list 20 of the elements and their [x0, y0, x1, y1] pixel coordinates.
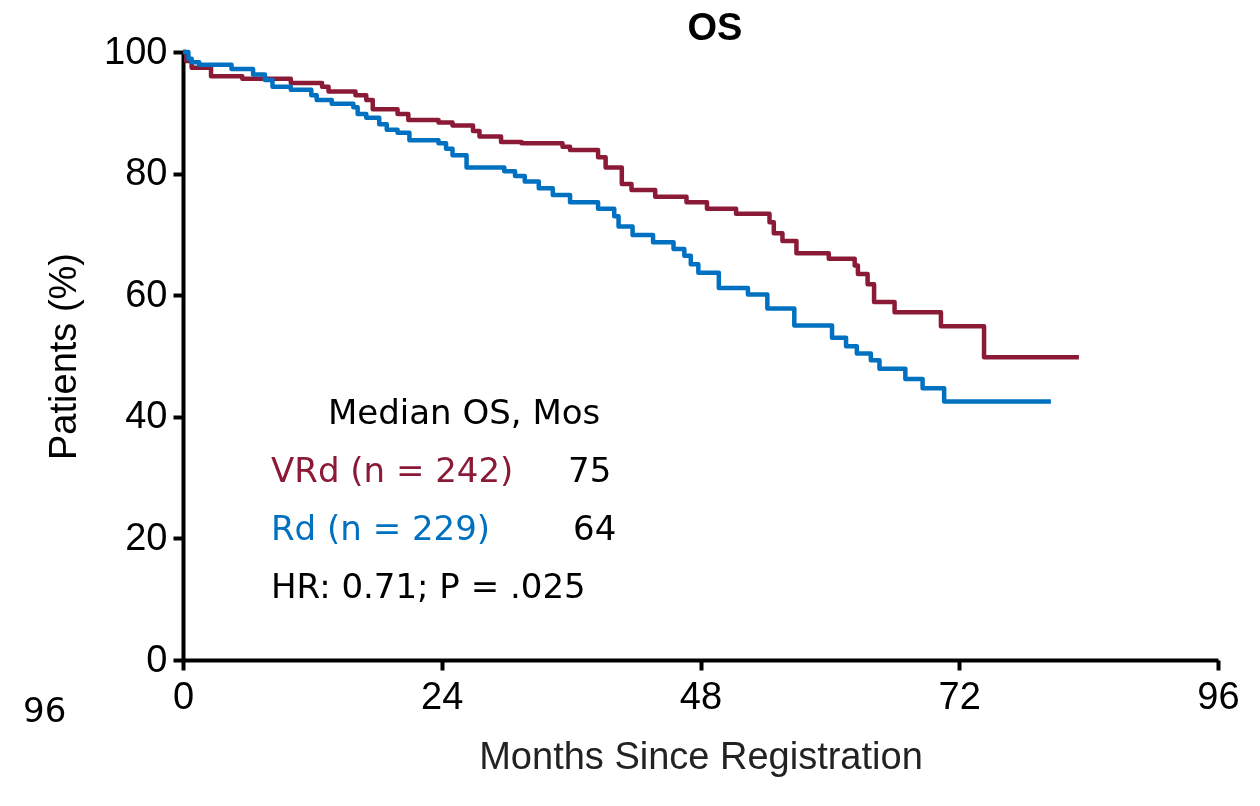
x-tick-label: 0: [172, 674, 195, 717]
y-tick-label: 60: [125, 272, 168, 315]
x-tick-label: 72: [938, 674, 981, 717]
y-tick-label: 0: [146, 637, 168, 680]
chart-title: OS: [687, 6, 743, 48]
x-tick-label: 48: [679, 674, 723, 717]
annotation: HR: 0.71; P = .025: [271, 566, 586, 606]
y-tick-label: 20: [125, 515, 168, 558]
y-tick-label: 100: [104, 29, 168, 72]
y-tick-label: 80: [125, 151, 168, 194]
annotation: 75: [568, 450, 612, 490]
y-tick-label: 40: [125, 394, 168, 437]
y-axis-title: Patients (%): [42, 253, 85, 460]
x-axis-title: Months Since Registration: [479, 734, 923, 777]
x-tick-label: 24: [421, 674, 464, 717]
x-tick-label: 96: [1197, 674, 1240, 717]
text: VRd (n = 242): [271, 450, 514, 490]
annotation: Median OS, Mos: [328, 392, 601, 432]
annotation: 64: [573, 508, 617, 548]
text: Rd (n = 229): [271, 508, 491, 548]
